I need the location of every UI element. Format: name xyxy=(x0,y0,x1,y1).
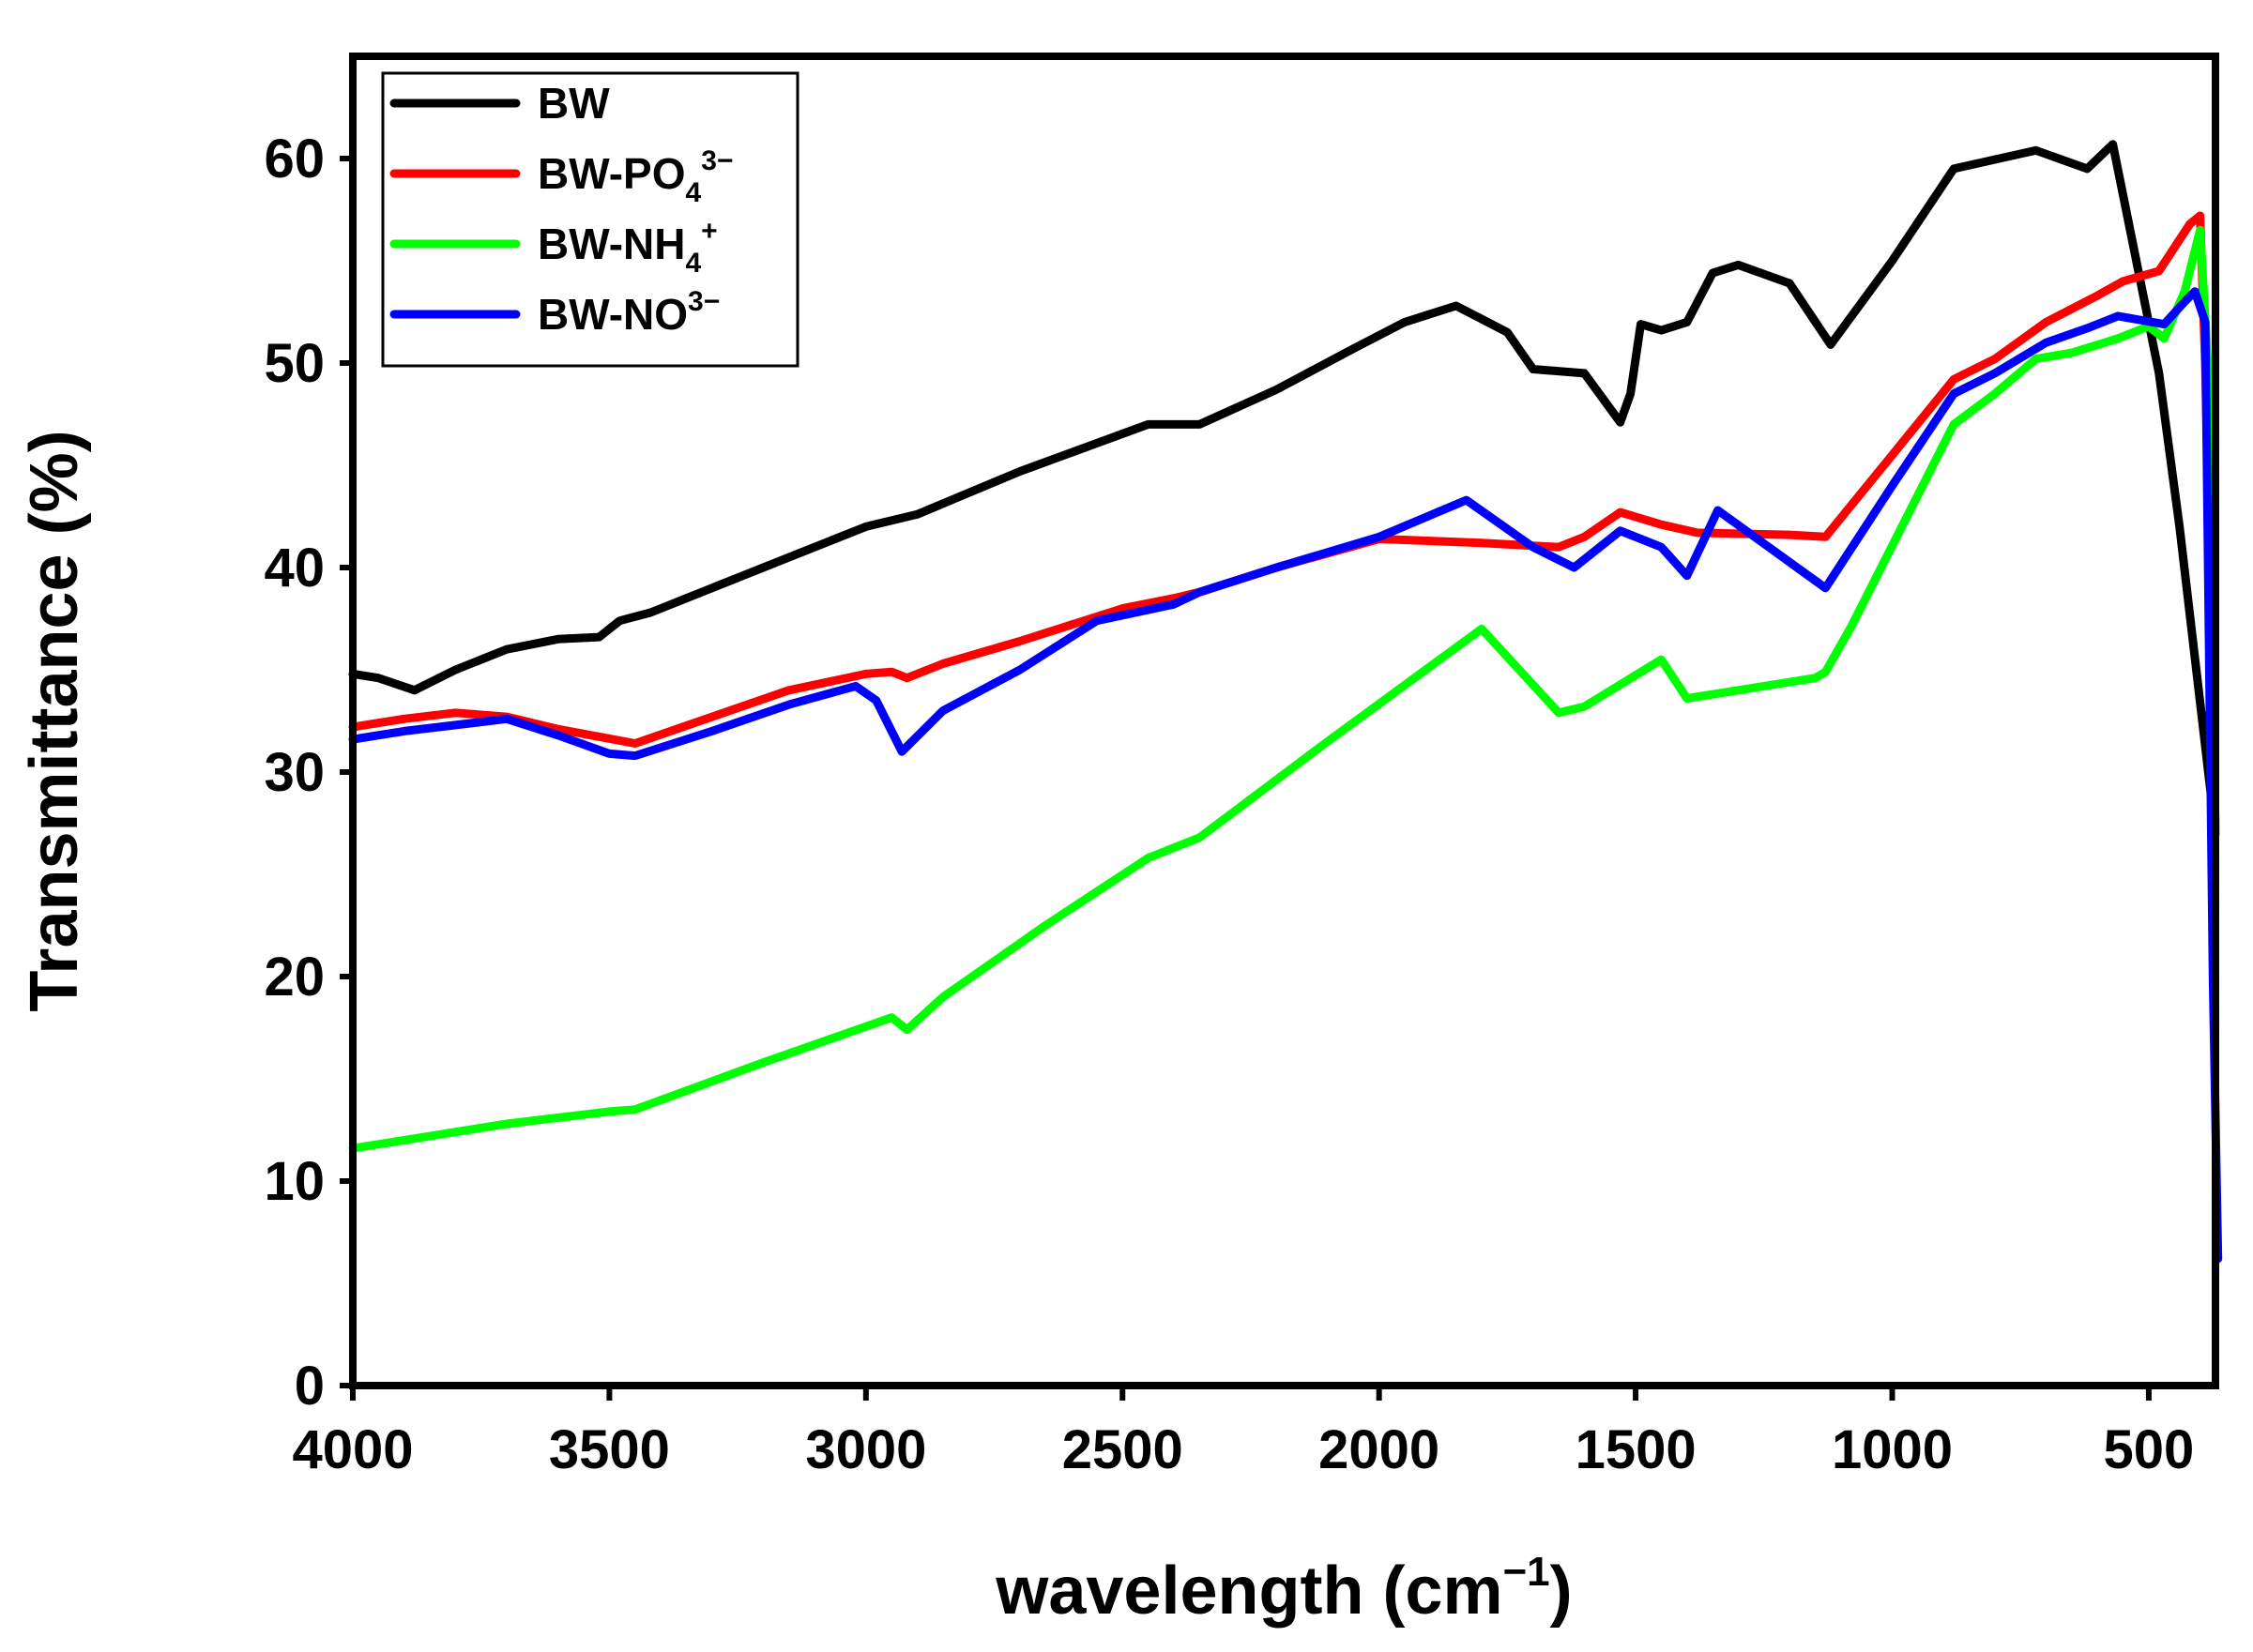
legend-label: BW xyxy=(538,79,610,128)
y-tick-label: 30 xyxy=(264,742,325,803)
x-tick-label: 1000 xyxy=(1832,1419,1953,1480)
y-tick-label: 20 xyxy=(264,947,325,1008)
legend-label-base: BW xyxy=(538,79,610,128)
x-tick-label: 2000 xyxy=(1318,1419,1439,1480)
x-axis-title: wavelength (cm−1) xyxy=(995,1549,1572,1629)
series-line-bw-no3 xyxy=(348,287,2223,1264)
series-line-bw xyxy=(348,140,2220,838)
x-tick-label: 3000 xyxy=(805,1419,926,1480)
y-axis-title: Transmittance (%) xyxy=(17,430,92,1011)
legend-label-base: BW-NO xyxy=(538,290,688,339)
y-tick-label: 60 xyxy=(264,129,325,189)
y-tick-label: 40 xyxy=(264,538,325,599)
legend-label-base: BW-PO xyxy=(538,149,686,198)
y-tick-label: 50 xyxy=(264,333,325,394)
series-line-bw-nh4 xyxy=(348,225,2220,1153)
x-axis-title-tail: ) xyxy=(1550,1553,1573,1629)
series-lines xyxy=(348,140,2223,1264)
legend-label-superscript: + xyxy=(701,216,718,247)
x-axis-title-main: wavelength (cm xyxy=(995,1553,1502,1629)
legend-label: BW-PO43− xyxy=(538,145,733,208)
legend-label-superscript: 3− xyxy=(701,145,733,176)
legend-label-subscript: 4 xyxy=(686,177,702,208)
x-tick-label: 4000 xyxy=(292,1419,413,1480)
legend-label: BW-NH4+ xyxy=(538,216,718,279)
x-tick-label: 500 xyxy=(2104,1419,2195,1480)
x-axis-title-sup: −1 xyxy=(1502,1549,1549,1595)
plot-frame xyxy=(349,53,2219,1389)
legend-label-superscript: 3− xyxy=(688,286,720,317)
y-tick-label: 10 xyxy=(264,1151,325,1212)
y-tick-label: 0 xyxy=(295,1356,325,1417)
legend-label: BW-NO3− xyxy=(538,286,720,339)
legend-label-base: BW-NH xyxy=(538,220,685,268)
series-line-bw-po4-3 xyxy=(348,211,2220,838)
x-tick-label: 3500 xyxy=(549,1419,670,1480)
legend-label-subscript: 4 xyxy=(685,248,701,279)
x-tick-label: 2500 xyxy=(1062,1419,1183,1480)
axes: 0 10 20 30 40 50 60 4000 3500 3000 2500 2000 1500 100… xyxy=(264,129,2194,1480)
x-tick-label: 1500 xyxy=(1576,1419,1697,1480)
